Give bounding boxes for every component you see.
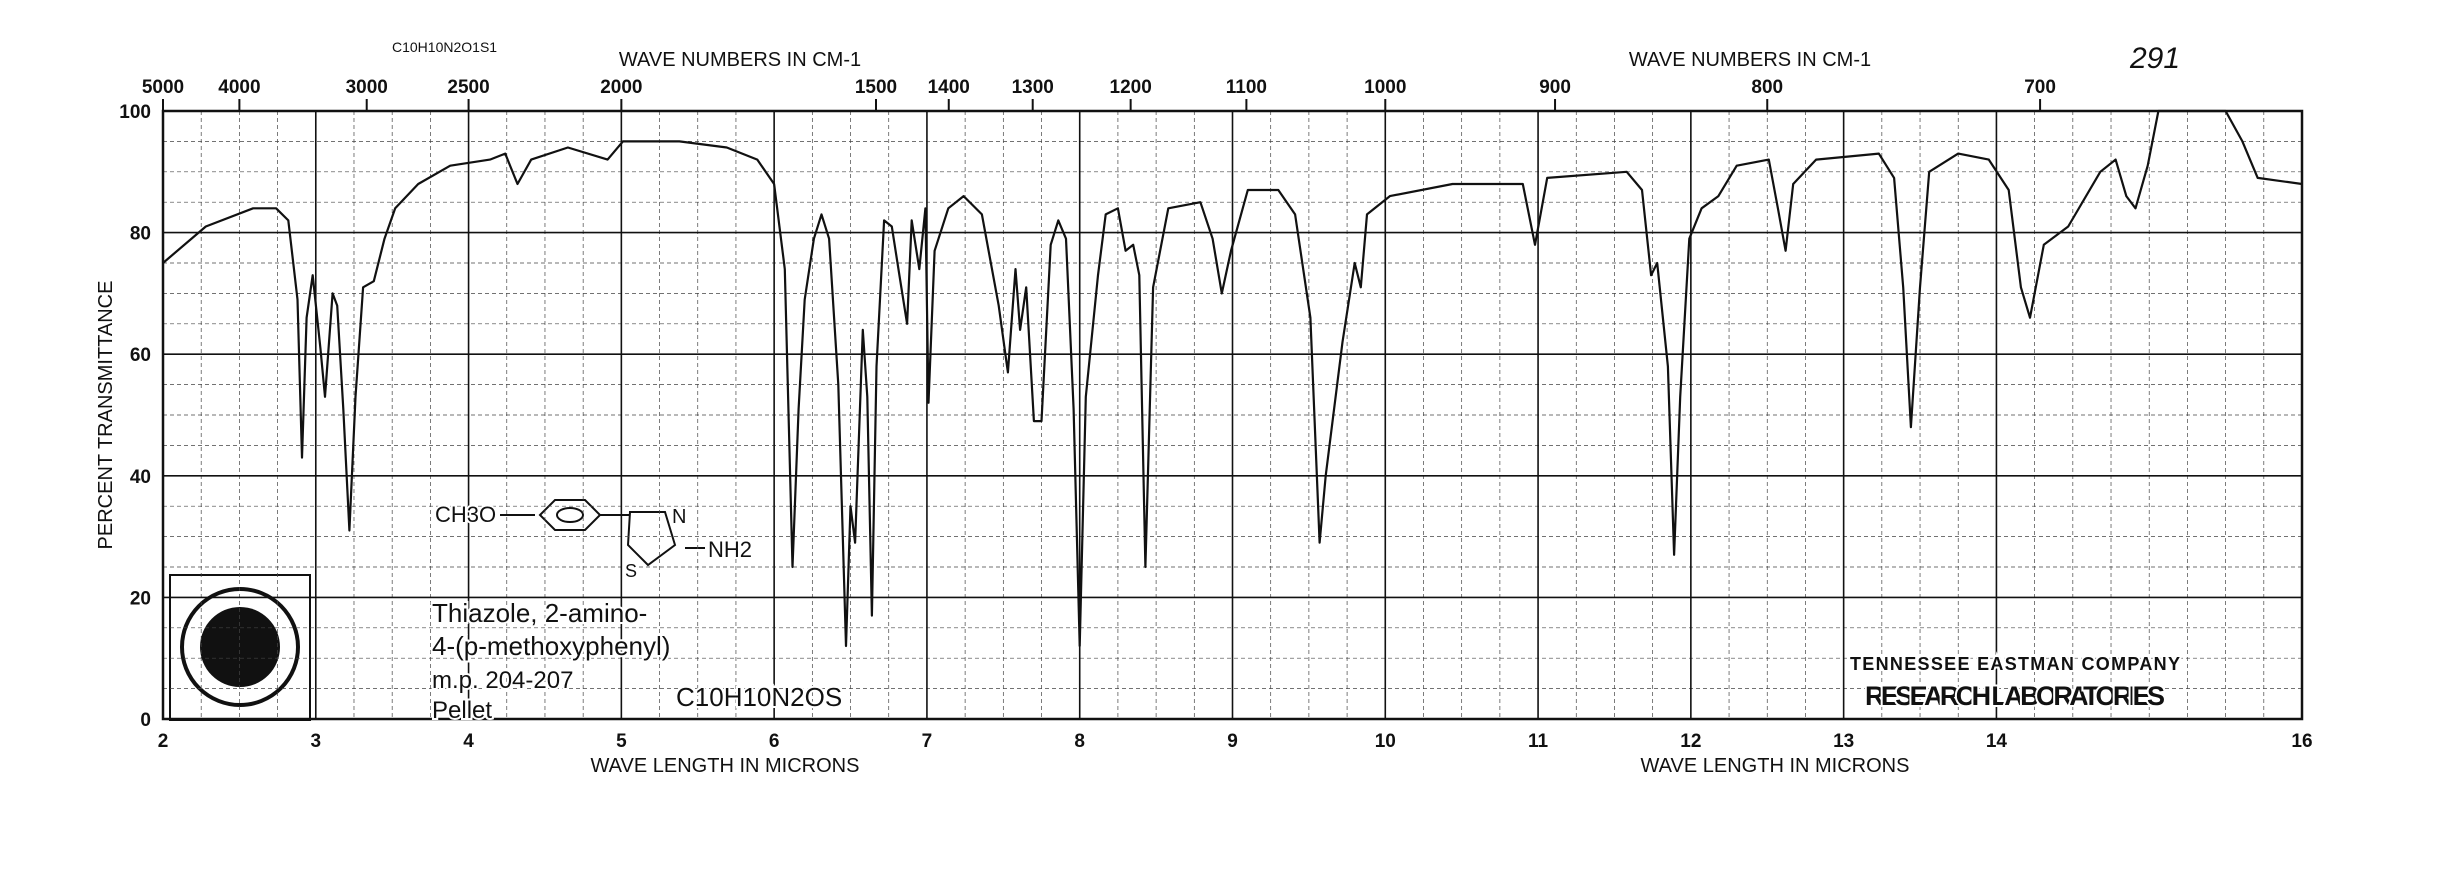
- structure: [500, 499, 705, 567]
- x-tick-label: 2: [158, 731, 169, 752]
- x-axis-label: WAVE LENGTH IN MICRONS: [1641, 755, 1910, 777]
- x-tick-label: 8: [1074, 731, 1085, 752]
- x-tick-label: 4: [463, 731, 474, 752]
- page-number: 291: [2129, 42, 2180, 75]
- top-tick-label: 5000: [142, 77, 184, 98]
- annotation: 4-(p-methoxyphenyl): [432, 631, 670, 661]
- top-axis-label: WAVE NUMBERS IN CM-1: [619, 49, 861, 71]
- x-tick-label: 16: [2291, 731, 2312, 752]
- top-tick-label: 1300: [1012, 77, 1054, 98]
- y-tick-label: 60: [130, 345, 151, 366]
- spectrum-line: [162, 109, 2303, 648]
- x-tick-label: 13: [1833, 731, 1854, 752]
- top-tick-label: 1400: [928, 77, 970, 98]
- y-tick-label: 20: [130, 588, 151, 609]
- formula-title: C10H10N2O1S1: [392, 39, 497, 55]
- top-tick-label: 1200: [1110, 77, 1152, 98]
- top-tick-label: 800: [1751, 77, 1783, 98]
- top-tick-label: 1000: [1364, 77, 1406, 98]
- x-tick-label: 5: [616, 731, 627, 752]
- top-tick-label: 3000: [346, 77, 388, 98]
- plot-frame: [161, 109, 2304, 721]
- top-tick-label: 1100: [1226, 77, 1267, 98]
- annotation: Pellet: [432, 697, 492, 724]
- top-axis-label: WAVE NUMBERS IN CM-1: [1629, 49, 1871, 71]
- annotation: S: [625, 561, 637, 581]
- x-tick-label: 11: [1528, 731, 1549, 752]
- x-tick-label: 10: [1375, 731, 1396, 752]
- annotation: C10H10N2OS: [676, 682, 842, 712]
- top-tick-label: 4000: [218, 77, 260, 98]
- annotation: NH2: [708, 537, 752, 562]
- y-tick-label: 80: [130, 224, 151, 245]
- x-tick-label: 14: [1986, 731, 2008, 752]
- y-tick-label: 40: [130, 467, 151, 488]
- logo: [169, 574, 311, 721]
- top-tick-label: 900: [1539, 77, 1571, 98]
- annotation: N: [672, 506, 686, 528]
- annotation: RESEARCH LABORATORIES: [1865, 681, 2165, 711]
- x-axis-label: WAVE LENGTH IN MICRONS: [591, 755, 860, 777]
- top-tick-label: 700: [2024, 77, 2056, 98]
- y-axis-label: PERCENT TRANSMITTANCE: [95, 281, 117, 550]
- annotation: TENNESSEE EASTMAN COMPANY: [1850, 654, 2180, 674]
- annotation: Thiazole, 2-amino-: [432, 598, 647, 628]
- x-tick-label: 7: [922, 731, 933, 752]
- y-tick-label: 100: [119, 102, 151, 123]
- annotation: CH3O: [435, 502, 496, 527]
- x-tick-label: 9: [1227, 731, 1238, 752]
- x-tick-label: 12: [1680, 731, 1701, 752]
- x-tick-label: 6: [769, 731, 780, 752]
- top-tick-label: 2000: [600, 77, 642, 98]
- y-tick-label: 0: [140, 710, 151, 731]
- top-tick-label: 1500: [855, 77, 897, 98]
- x-tick-label: 3: [310, 731, 321, 752]
- top-tick-label: 2500: [447, 77, 489, 98]
- annotation: m.p. 204-207: [432, 667, 573, 694]
